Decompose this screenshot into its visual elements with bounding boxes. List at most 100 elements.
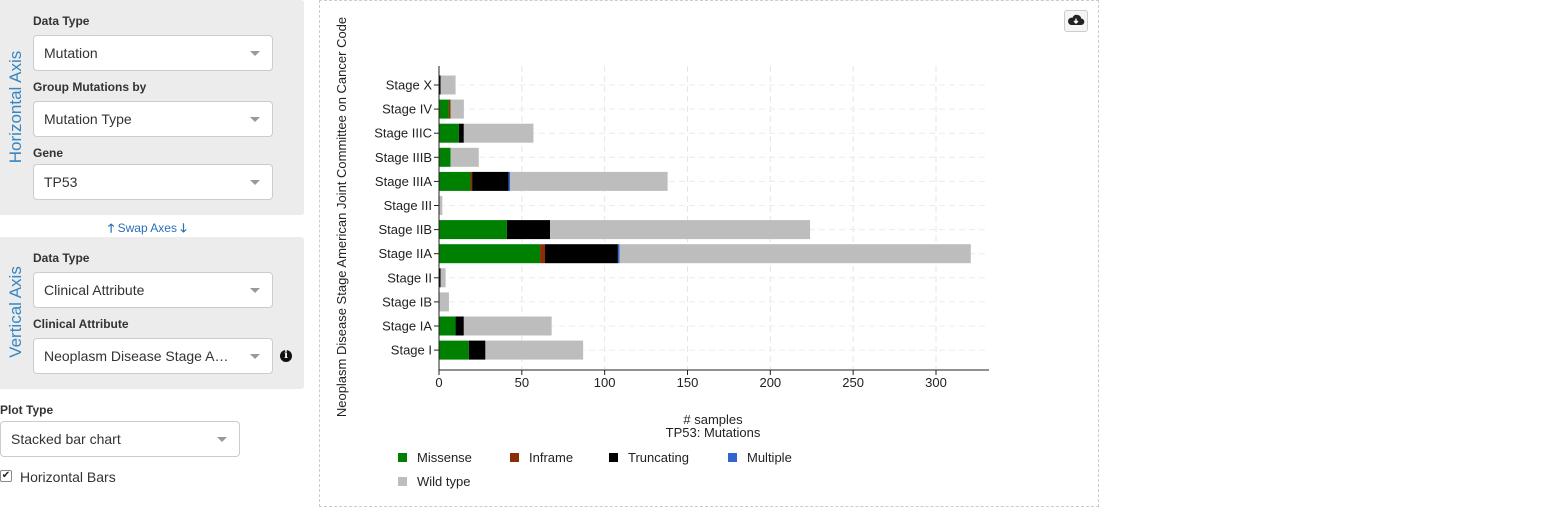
y-tick-label: Stage IB (382, 294, 432, 309)
x-tick-label: 100 (594, 375, 616, 390)
gene-value: TP53 (44, 174, 78, 190)
bar-wild-type (463, 123, 534, 143)
clinical-attribute-value: Neoplasm Disease Stage American Joint Co… (44, 348, 234, 364)
bar-missense (439, 244, 541, 264)
bar-missense (439, 340, 469, 360)
plot-type-value: Stacked bar chart (11, 431, 121, 447)
horizontal-data-type-value: Mutation (44, 45, 98, 61)
chart-xlabel: # samples (683, 412, 743, 427)
group-mutations-select[interactable]: Mutation Type (33, 101, 273, 137)
arrow-up-icon: 🡑 (108, 221, 115, 235)
bar-wild-type (485, 340, 584, 360)
y-tick-label: Stage II (387, 270, 432, 285)
y-tick-label: Stage IIIA (375, 174, 432, 189)
gene-select[interactable]: TP53 (33, 164, 273, 200)
y-tick-label: Stage III (384, 198, 432, 213)
bar-missense (439, 220, 507, 240)
y-tick-label: Stage X (386, 78, 433, 93)
horizontal-bars-label: Horizontal Bars (20, 469, 116, 485)
bar-truncating (545, 244, 618, 264)
bar-inframe (470, 171, 473, 191)
horizontal-axis-title: Horizontal Axis (6, 50, 25, 164)
x-tick-label: 150 (677, 375, 699, 390)
bar-missense (439, 123, 459, 143)
download-button[interactable] (1064, 10, 1088, 32)
chevron-down-icon (250, 51, 260, 56)
y-tick-label: Stage IIB (379, 222, 432, 237)
bar-wild-type (463, 316, 552, 336)
x-tick-label: 250 (842, 375, 864, 390)
bar-wild-type (619, 244, 971, 264)
clinical-attribute-label: Clinical Attribute (33, 317, 129, 331)
swap-axes-button[interactable]: 🡑 Swap Axes 🡓 (108, 219, 187, 240)
vertical-data-type-select[interactable]: Clinical Attribute (33, 272, 273, 308)
bar-missense (439, 316, 456, 336)
bar-multiple (617, 244, 620, 264)
horizontal-axis-panel: Horizontal Axis Data Type Mutation Group… (0, 0, 304, 215)
x-tick-label: 0 (435, 375, 442, 390)
bar-wild-type (439, 292, 449, 312)
bar-truncating (506, 220, 550, 240)
vertical-data-type-value: Clinical Attribute (44, 282, 145, 298)
chart-ylabel: Neoplasm Disease Stage American Joint Co… (334, 17, 349, 417)
vertical-axis-title: Vertical Axis (6, 266, 25, 358)
bar-truncating (472, 171, 509, 191)
bar-truncating (439, 75, 441, 95)
legend-label: Missense (417, 450, 472, 465)
gene-label: Gene (33, 146, 64, 160)
chevron-down-icon (250, 288, 260, 293)
bar-inframe (540, 244, 546, 264)
bar-missense (439, 99, 449, 119)
bar-multiple (508, 171, 511, 191)
bar-truncating (458, 123, 464, 143)
x-tick-label: 200 (759, 375, 781, 390)
legend-label: Multiple (747, 450, 792, 465)
data-type-label: Data Type (33, 251, 90, 265)
arrow-down-icon: 🡓 (180, 221, 187, 235)
bar-truncating (468, 340, 486, 360)
chevron-down-icon (217, 437, 227, 442)
chart-title: TP53: Mutations (666, 425, 761, 440)
chart-panel (319, 0, 1099, 507)
legend-label: Truncating (628, 450, 689, 465)
plot-type-select[interactable]: Stacked bar chart (0, 421, 240, 457)
legend-swatch (398, 453, 407, 462)
bar-wild-type (450, 99, 464, 119)
y-tick-label: Stage IA (382, 319, 432, 334)
bar-missense (439, 171, 471, 191)
x-tick-label: 300 (925, 375, 947, 390)
data-type-label: Data Type (33, 14, 90, 28)
legend-swatch (609, 453, 618, 462)
bar-missense (439, 147, 451, 167)
y-tick-label: Stage IV (382, 102, 432, 117)
cloud-download-icon (1068, 14, 1085, 26)
bar-wild-type (450, 147, 479, 167)
legend-label: Inframe (529, 450, 573, 465)
y-tick-label: Stage IIIB (375, 150, 432, 165)
bar-wild-type (440, 268, 446, 288)
legend-swatch (510, 453, 519, 462)
swap-axes-label: Swap Axes (117, 221, 177, 235)
info-icon[interactable]: i (280, 350, 292, 362)
y-tick-label: Stage IIIC (374, 126, 432, 141)
clinical-attribute-select[interactable]: Neoplasm Disease Stage American Joint Co… (33, 338, 273, 374)
vertical-axis-panel: Vertical Axis Data Type Clinical Attribu… (0, 237, 304, 389)
stacked-bar-chart: 0 50 100 150 200 250 300 Stage X Stage IV Stage I… (334, 17, 989, 489)
group-mutations-value: Mutation Type (44, 111, 132, 127)
legend-swatch (728, 453, 737, 462)
horizontal-bars-checkbox[interactable]: ✔ (0, 470, 12, 482)
legend-label: Wild type (417, 474, 470, 489)
bar-wild-type (439, 196, 443, 215)
plot-type-label: Plot Type (0, 403, 54, 417)
bar-wild-type (549, 220, 811, 240)
chevron-down-icon (250, 354, 260, 359)
x-tick-label: 50 (515, 375, 529, 390)
chevron-down-icon (250, 117, 260, 122)
chevron-down-icon (250, 180, 260, 185)
legend-swatch (398, 477, 407, 486)
y-tick-label: Stage I (391, 343, 432, 358)
horizontal-data-type-select[interactable]: Mutation (33, 35, 273, 71)
group-mutations-label: Group Mutations by (33, 80, 147, 94)
bar-truncating (439, 268, 441, 288)
bar-truncating (455, 316, 464, 336)
